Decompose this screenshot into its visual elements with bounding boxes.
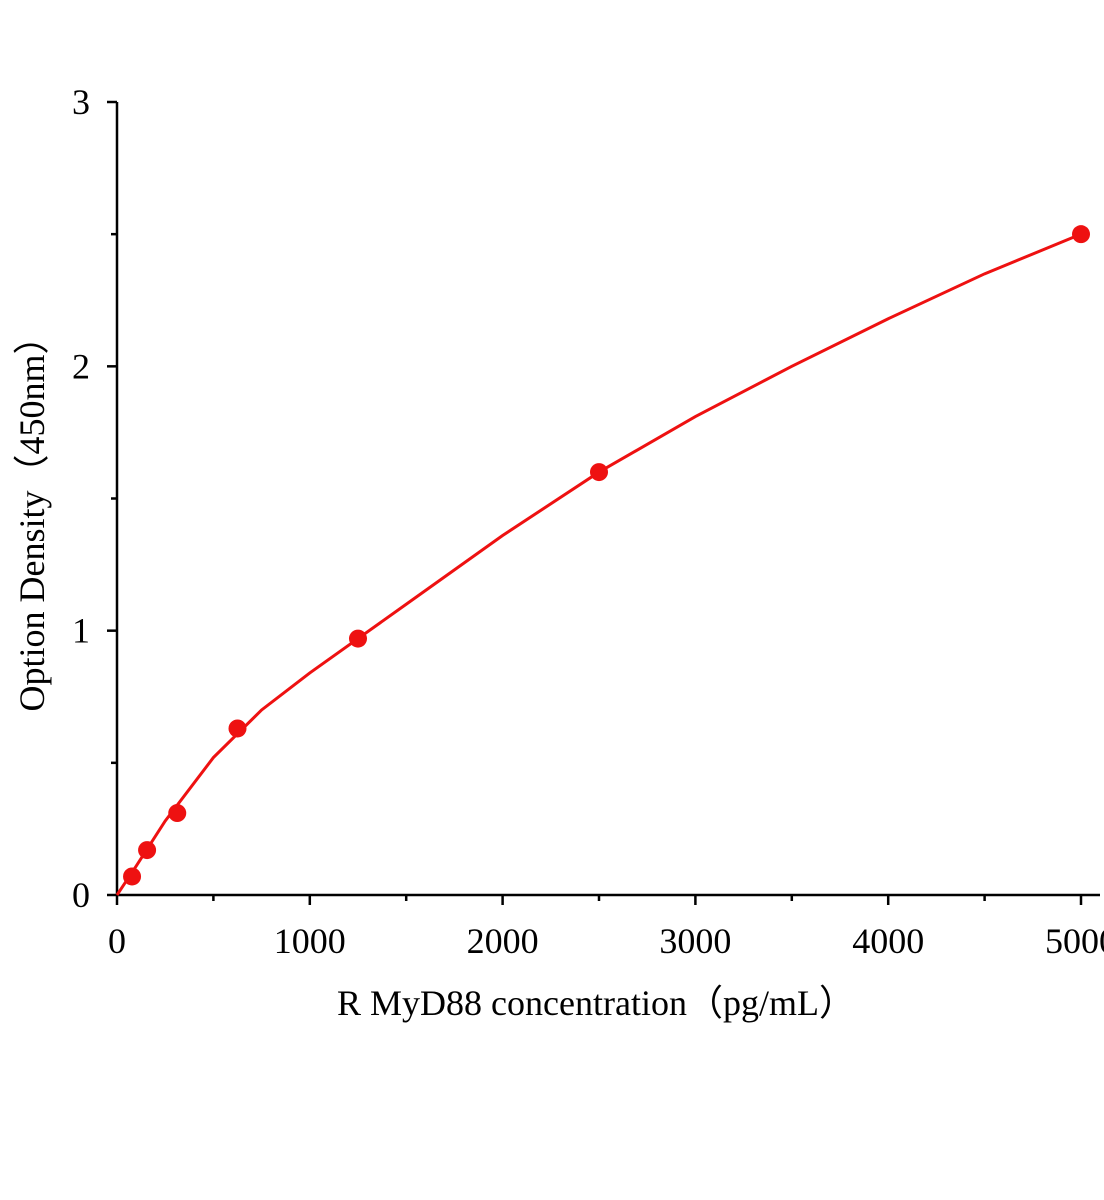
data-point	[168, 804, 187, 823]
y-tick-label: 1	[72, 611, 90, 651]
data-point	[123, 867, 142, 886]
y-tick-label: 2	[72, 346, 90, 386]
data-point	[349, 629, 367, 648]
data-point	[228, 719, 247, 738]
data-point	[1072, 225, 1090, 244]
x-tick-label: 0	[108, 921, 126, 961]
y-tick-label: 0	[72, 875, 90, 915]
y-tick-label: 3	[72, 82, 90, 122]
fit-curve	[115, 232, 1082, 896]
x-axis-label: R MyD88 concentration（pg/mL）	[337, 983, 855, 1023]
x-tick-label: 2000	[467, 921, 539, 961]
data-point	[590, 463, 608, 482]
x-tick-label: 4000	[852, 921, 924, 961]
x-tick-label: 1000	[274, 921, 346, 961]
x-tick-label: 3000	[659, 921, 731, 961]
data-point	[138, 841, 157, 860]
y-axis-label: Option Density（450nm）	[12, 319, 52, 712]
